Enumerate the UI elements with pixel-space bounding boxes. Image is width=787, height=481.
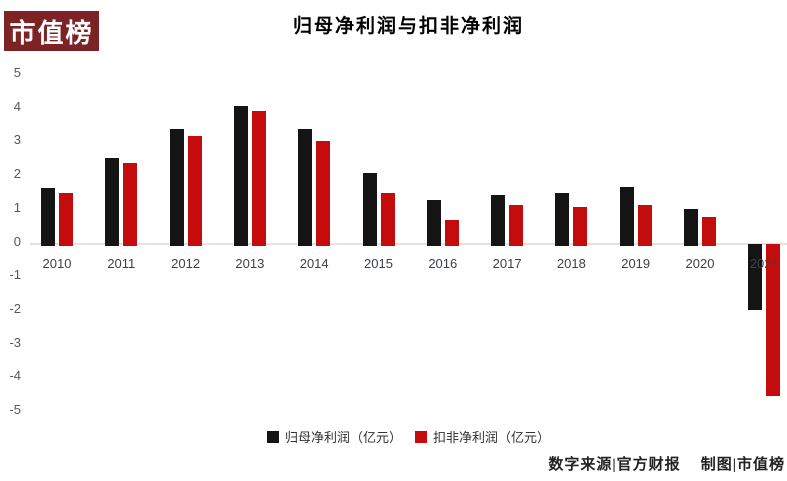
y-tick-4: 4 [13, 98, 21, 114]
chart-title: 归母净利润与扣非净利润 [292, 16, 524, 37]
bar-black-2011 [105, 158, 120, 246]
x-tick-2012: 2012 [171, 256, 201, 271]
bar-red-2011 [123, 163, 138, 246]
legend-label-net-profit: 归母净利润（亿元） [284, 430, 402, 445]
y-axis: 5 4 3 2 1 0 -1 -2 -3 -4 -5 [0, 65, 21, 417]
plot-area: 2010 2011 2012 2013 2014 2015 2016 2017 2018 2019… [30, 73, 787, 410]
legend-item-deducted-profit: 扣非净利润（亿元） [415, 427, 550, 446]
bar-red-2019 [637, 205, 652, 246]
bar-black-2015 [362, 173, 377, 246]
bar-black-2013 [233, 105, 248, 246]
legend-label-deducted-profit: 扣非净利润（亿元） [433, 430, 551, 445]
bar-red-2017 [509, 205, 524, 246]
legend: 归母净利润（亿元） 扣非净利润（亿元） [30, 427, 787, 446]
bar-black-2020 [684, 208, 698, 246]
bar-red-2014 [316, 141, 331, 246]
bar-red-2013 [251, 110, 266, 246]
bar-black-2010 [41, 188, 55, 246]
y-tick-5: 5 [13, 65, 21, 80]
x-tick-2017: 2017 [492, 256, 522, 271]
bar-black-2017 [491, 195, 506, 246]
bar-red-2021 [766, 244, 781, 396]
data-source-text: 数字来源|官方财报 [548, 457, 681, 473]
bar-black-2014 [298, 129, 313, 246]
x-tick-2021: 2021 [749, 256, 779, 271]
x-tick-2010: 2010 [42, 256, 72, 271]
legend-item-net-profit: 归母净利润（亿元） [266, 427, 402, 446]
source-credit: 数字来源|官方财报 制图|市值榜 [548, 453, 785, 474]
x-tick-2018: 2018 [556, 256, 586, 271]
y-tick-0: 0 [13, 233, 21, 249]
x-tick-2019: 2019 [621, 256, 651, 271]
x-tick-2015: 2015 [364, 256, 393, 271]
y-tick--2: -2 [9, 300, 21, 316]
y-tick-1: 1 [13, 199, 21, 215]
bar-black-2019 [619, 186, 634, 246]
bar-black-2012 [169, 129, 184, 246]
credit-text: 制图|市值榜 [700, 457, 785, 473]
bar-black-2021 [748, 244, 763, 311]
y-tick-2: 2 [13, 166, 21, 182]
legend-swatch-black [266, 430, 279, 443]
bar-black-2016 [426, 200, 441, 246]
x-tick-2014: 2014 [299, 256, 329, 271]
bar-red-2012 [187, 136, 202, 246]
bar-red-2020 [702, 217, 716, 246]
bar-black-2018 [555, 193, 570, 246]
brand-logo: 市值榜 [4, 11, 99, 51]
x-tick-2011: 2011 [107, 256, 136, 271]
y-tick--3: -3 [9, 334, 21, 350]
y-tick-3: 3 [13, 132, 21, 148]
x-tick-2020: 2020 [685, 256, 715, 271]
zero-axis-line [30, 243, 787, 245]
x-tick-2013: 2013 [235, 256, 265, 271]
bar-red-2015 [380, 193, 395, 246]
bar-red-2010 [59, 193, 73, 246]
bar-red-2016 [444, 220, 459, 246]
y-tick--4: -4 [9, 368, 21, 384]
legend-swatch-red [415, 430, 427, 443]
y-tick--5: -5 [9, 402, 21, 417]
x-tick-2016: 2016 [428, 256, 458, 271]
y-tick--1: -1 [9, 267, 21, 283]
bar-red-2018 [573, 206, 588, 246]
